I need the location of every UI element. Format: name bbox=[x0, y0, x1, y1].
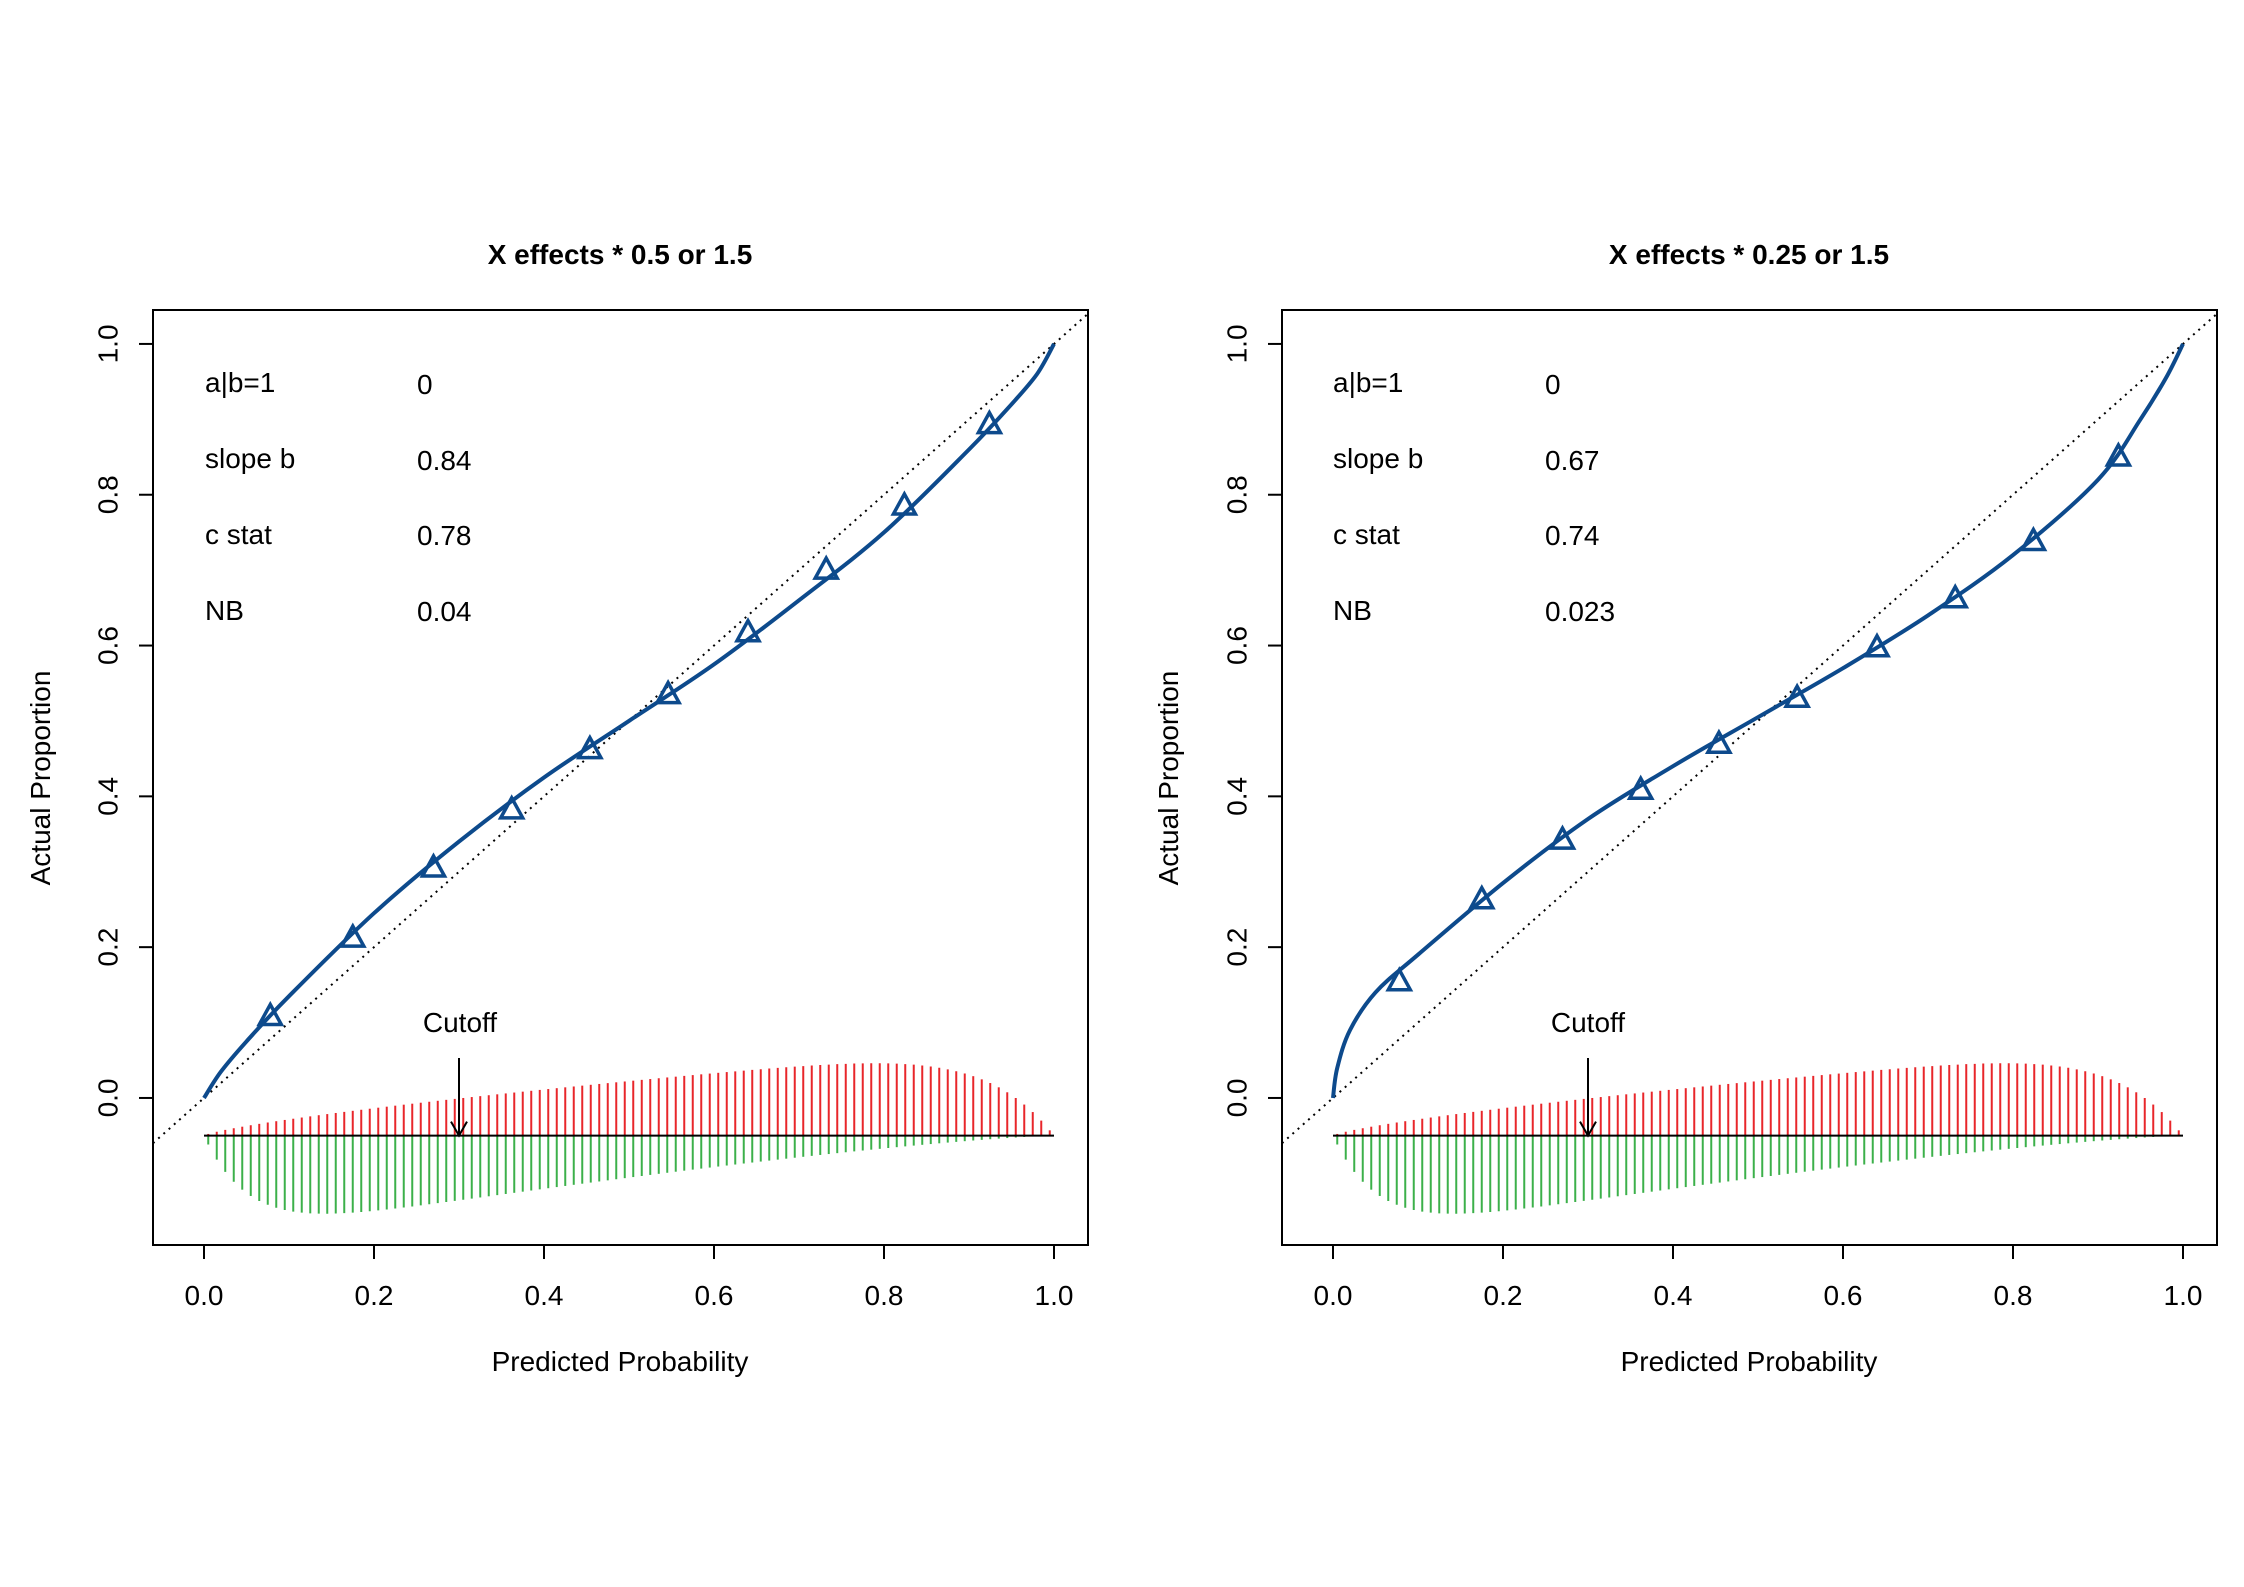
panel-2-y-tick-label: 0.0 bbox=[1222, 1078, 1253, 1117]
panel-1-x-tick-label: 0.0 bbox=[185, 1280, 224, 1311]
panel-1-x-axis-title: Predicted Probability bbox=[492, 1346, 749, 1377]
panel-2-cutoff-arrow bbox=[1579, 1058, 1597, 1138]
panel-1-y-tick-label: 0.4 bbox=[93, 777, 124, 816]
panel-1-group-markers bbox=[256, 408, 1004, 1027]
panel-2-x-tick-label: 0.4 bbox=[1654, 1280, 1693, 1311]
panel-1-x-tick-label: 1.0 bbox=[1035, 1280, 1074, 1311]
panel-1-cutoff-arrow-head bbox=[450, 1121, 468, 1138]
panel-2-x-axis-title: Predicted Probability bbox=[1621, 1346, 1878, 1377]
panel-1-y-tick-label: 0.8 bbox=[93, 475, 124, 514]
panel-2-reference-line bbox=[1281, 313, 2218, 1144]
panel-2-y-tick-label: 0.6 bbox=[1222, 626, 1253, 665]
panel-1-triangle-marker bbox=[734, 617, 762, 643]
panel-1-calibration-line bbox=[202, 342, 1056, 1100]
panel-1-cutoff-label: Cutoff bbox=[423, 1007, 497, 1038]
panel-1-title: X effects * 0.5 or 1.5 bbox=[488, 239, 753, 270]
panel-1-stat-value-1: 0 bbox=[417, 369, 433, 400]
panel-2-triangle-marker bbox=[1863, 632, 1891, 658]
panel-1-y-tick-label: 0.2 bbox=[93, 928, 124, 967]
panel-1-triangle-marker bbox=[654, 678, 683, 705]
panel-2-group-markers bbox=[1385, 441, 2133, 992]
panel-1-stat-value-3: 0.78 bbox=[417, 520, 472, 551]
panel-2-triangle-marker bbox=[1548, 824, 1577, 850]
panel-1-x-tick-label: 0.4 bbox=[525, 1280, 564, 1311]
panel-2-x-axis: 0.0 0.2 0.4 0.6 0.8 1.0 bbox=[1314, 1244, 2203, 1311]
panel-2-triangle-marker bbox=[1783, 682, 1812, 709]
panel-1-triangle-marker bbox=[890, 490, 919, 516]
panel-2-distribution-spikes bbox=[1333, 1063, 2183, 1214]
panel-2-stat-label-3: c stat bbox=[1333, 519, 1400, 550]
panel-1: X effects * 0.5 or 1.5 Predicted Probabi… bbox=[25, 239, 1089, 1377]
panel-1-x-tick-label: 0.6 bbox=[695, 1280, 734, 1311]
panel-2-y-axis: 0.0 0.2 0.4 0.6 0.8 1.0 bbox=[1222, 324, 1283, 1117]
panel-1-cutoff-arrow bbox=[450, 1058, 468, 1138]
panel-2-stat-value-4: 0.023 bbox=[1545, 596, 1615, 627]
panel-2-stats-table: a|b=1 0 slope b 0.67 c stat 0.74 NB 0.02… bbox=[1333, 367, 1615, 627]
panel-2-y-tick-label: 0.8 bbox=[1222, 475, 1253, 514]
panel-2-title: X effects * 0.25 or 1.5 bbox=[1609, 239, 1889, 270]
panel-1-triangle-marker bbox=[975, 408, 1004, 435]
panel-1-stat-label-4: NB bbox=[205, 595, 244, 626]
panel-1-stats-table: a|b=1 0 slope b 0.84 c stat 0.78 NB 0.04 bbox=[205, 367, 472, 627]
panel-1-y-tick-label: 1.0 bbox=[93, 324, 124, 363]
panel-2-stat-value-2: 0.67 bbox=[1545, 445, 1600, 476]
panel-1-x-tick-label: 0.2 bbox=[355, 1280, 394, 1311]
panel-2-stat-label-4: NB bbox=[1333, 595, 1372, 626]
panel-2-triangle-marker bbox=[2104, 441, 2133, 467]
panel-1-triangle-marker bbox=[419, 852, 448, 878]
panel-2-x-tick-label: 0.8 bbox=[1994, 1280, 2033, 1311]
panel-1-triangle-marker bbox=[575, 733, 604, 760]
panel-2-x-tick-label: 0.0 bbox=[1314, 1280, 1353, 1311]
panel-2-x-tick-label: 0.6 bbox=[1824, 1280, 1863, 1311]
panel-2-cutoff-label: Cutoff bbox=[1551, 1007, 1625, 1038]
panel-2-y-tick-label: 0.4 bbox=[1222, 777, 1253, 816]
panel-1-stat-value-4: 0.04 bbox=[417, 596, 472, 627]
panel-1-x-axis: 0.0 0.2 0.4 0.6 0.8 1.0 bbox=[185, 1244, 1074, 1311]
panel-2-stat-value-1: 0 bbox=[1545, 369, 1561, 400]
panel-2-y-tick-label: 1.0 bbox=[1222, 324, 1253, 363]
panel-1-stat-label-2: slope b bbox=[205, 443, 295, 474]
panel-1-distribution-spikes bbox=[204, 1063, 1054, 1214]
panel-1-y-axis: 0.0 0.2 0.4 0.6 0.8 1.0 bbox=[93, 324, 154, 1117]
panel-2-stat-label-2: slope b bbox=[1333, 443, 1423, 474]
panel-1-triangle-marker bbox=[497, 794, 526, 820]
panel-1-stat-value-2: 0.84 bbox=[417, 445, 472, 476]
panel-1-calibration-curve bbox=[202, 342, 1056, 1100]
panel-2-cutoff-arrow-head bbox=[1579, 1121, 1597, 1138]
panel-2: X effects * 0.25 or 1.5 Predicted Probab… bbox=[1153, 239, 2218, 1377]
panel-2-y-axis-title: Actual Proportion bbox=[1153, 671, 1184, 886]
panel-1-triangle-marker bbox=[812, 554, 841, 580]
panel-2-stat-label-1: a|b=1 bbox=[1333, 367, 1403, 398]
panel-1-x-tick-label: 0.8 bbox=[865, 1280, 904, 1311]
panel-2-triangle-marker bbox=[1385, 966, 1414, 992]
panel-2-triangle-marker bbox=[1941, 583, 1970, 609]
panel-1-y-axis-title: Actual Proportion bbox=[25, 671, 56, 886]
panel-2-reference-diagonal bbox=[1281, 313, 2218, 1144]
panel-1-y-tick-label: 0.6 bbox=[93, 626, 124, 665]
panel-1-triangle-marker bbox=[338, 922, 367, 948]
panel-2-calibration-line bbox=[1331, 343, 2185, 1099]
panel-2-y-tick-label: 0.2 bbox=[1222, 928, 1253, 967]
panel-1-stat-label-1: a|b=1 bbox=[205, 367, 275, 398]
panel-2-triangle-marker bbox=[1704, 728, 1733, 755]
panel-2-stat-value-3: 0.74 bbox=[1545, 520, 1600, 551]
panel-2-calibration-curve bbox=[1331, 343, 2185, 1099]
panel-1-stat-label-3: c stat bbox=[205, 519, 272, 550]
panel-2-x-tick-label: 1.0 bbox=[2164, 1280, 2203, 1311]
panel-1-triangle-marker bbox=[256, 1000, 285, 1027]
panel-2-triangle-marker bbox=[1467, 884, 1496, 910]
panel-2-triangle-marker bbox=[2019, 525, 2048, 552]
panel-1-y-tick-label: 0.0 bbox=[93, 1078, 124, 1117]
panel-2-x-tick-label: 0.2 bbox=[1484, 1280, 1523, 1311]
panel-2-triangle-marker bbox=[1626, 774, 1655, 801]
